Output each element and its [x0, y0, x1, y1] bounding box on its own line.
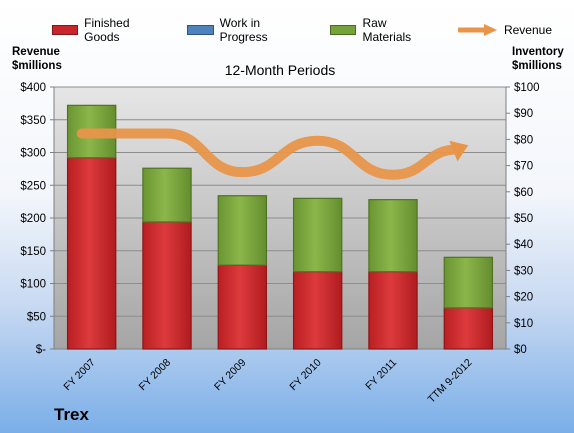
chart-title: 12-Month Periods [225, 62, 336, 78]
left-tick-label: $250 [20, 180, 46, 192]
axes [50, 86, 510, 350]
right-tick-label: $100 [514, 82, 540, 94]
legend-item-revenue: Revenue [457, 16, 552, 44]
x-tick-label: FY 2007 [61, 357, 98, 394]
company-name: Trex [54, 405, 89, 424]
right-axis-title: Inventory $millions [512, 45, 564, 73]
x-tick-label: FY 2009 [212, 357, 249, 394]
left-axis-title-line: Revenue [12, 46, 60, 58]
right-tick-label: $90 [514, 108, 533, 120]
legend-item-finished-goods: Finished Goods [52, 16, 165, 44]
bar-raw-materials [368, 199, 418, 273]
x-tick-label: FY 2008 [137, 357, 174, 394]
left-tick-label: $350 [20, 115, 46, 127]
legend-label: Finished Goods [84, 16, 130, 44]
x-tick-label: FY 2011 [363, 357, 399, 393]
right-tick-label: $0 [514, 344, 527, 356]
revenue-arrow-icon [457, 24, 497, 36]
right-axis-title-line: Inventory [512, 46, 564, 58]
bar-raw-materials [217, 195, 268, 266]
left-axis-title-line: $millions [12, 60, 62, 72]
left-tick-label: $- [36, 344, 46, 356]
raw-materials-swatch [330, 25, 357, 35]
bar-finished-goods [142, 221, 192, 350]
right-tick-label: $30 [514, 265, 533, 277]
x-tick-label: TTM 9-2012 [426, 357, 475, 406]
bar-raw-materials [292, 197, 343, 273]
bar-finished-goods [443, 307, 494, 350]
left-tick-label: $150 [20, 246, 46, 258]
revenue-line-path [76, 128, 463, 180]
bar-finished-goods [292, 271, 343, 350]
revenue-line [76, 128, 469, 180]
bar-finished-goods [368, 271, 418, 350]
finished-goods-swatch [52, 25, 79, 35]
left-tick-label: $50 [27, 311, 46, 323]
revenue-arrowhead [449, 140, 469, 162]
right-tick-label: $70 [514, 161, 533, 173]
bar-raw-materials [142, 167, 192, 223]
legend-label: Work in Progress [219, 16, 268, 44]
right-tick-label: $20 [514, 292, 533, 304]
legend-label: Revenue [503, 23, 552, 37]
right-tick-label: $60 [514, 187, 533, 199]
legend-item-work-in-progress: Work in Progress [187, 16, 308, 44]
x-tick-label: FY 2010 [287, 357, 324, 394]
right-axis-title-line: $millions [512, 60, 562, 72]
right-tick-label: $50 [514, 213, 533, 225]
left-axis-title: Revenue $millions [12, 45, 62, 73]
right-tick-label: $10 [514, 318, 533, 330]
left-tick-label: $200 [20, 213, 46, 225]
bars [66, 104, 494, 350]
right-tick-label: $80 [514, 134, 533, 146]
bar-finished-goods [66, 157, 117, 350]
left-tick-label: $100 [20, 279, 46, 291]
bar-raw-materials [443, 256, 494, 309]
legend-item-raw-materials: Raw Materials [330, 16, 436, 44]
left-tick-label: $300 [20, 148, 46, 160]
left-tick-label: $400 [20, 82, 46, 94]
legend: Finished Goods Work in Progress Raw Mate… [52, 16, 574, 44]
right-tick-label: $40 [514, 239, 533, 251]
bar-finished-goods [217, 264, 268, 350]
work-in-progress-swatch [187, 25, 214, 35]
legend-label: Raw Materials [362, 16, 412, 44]
